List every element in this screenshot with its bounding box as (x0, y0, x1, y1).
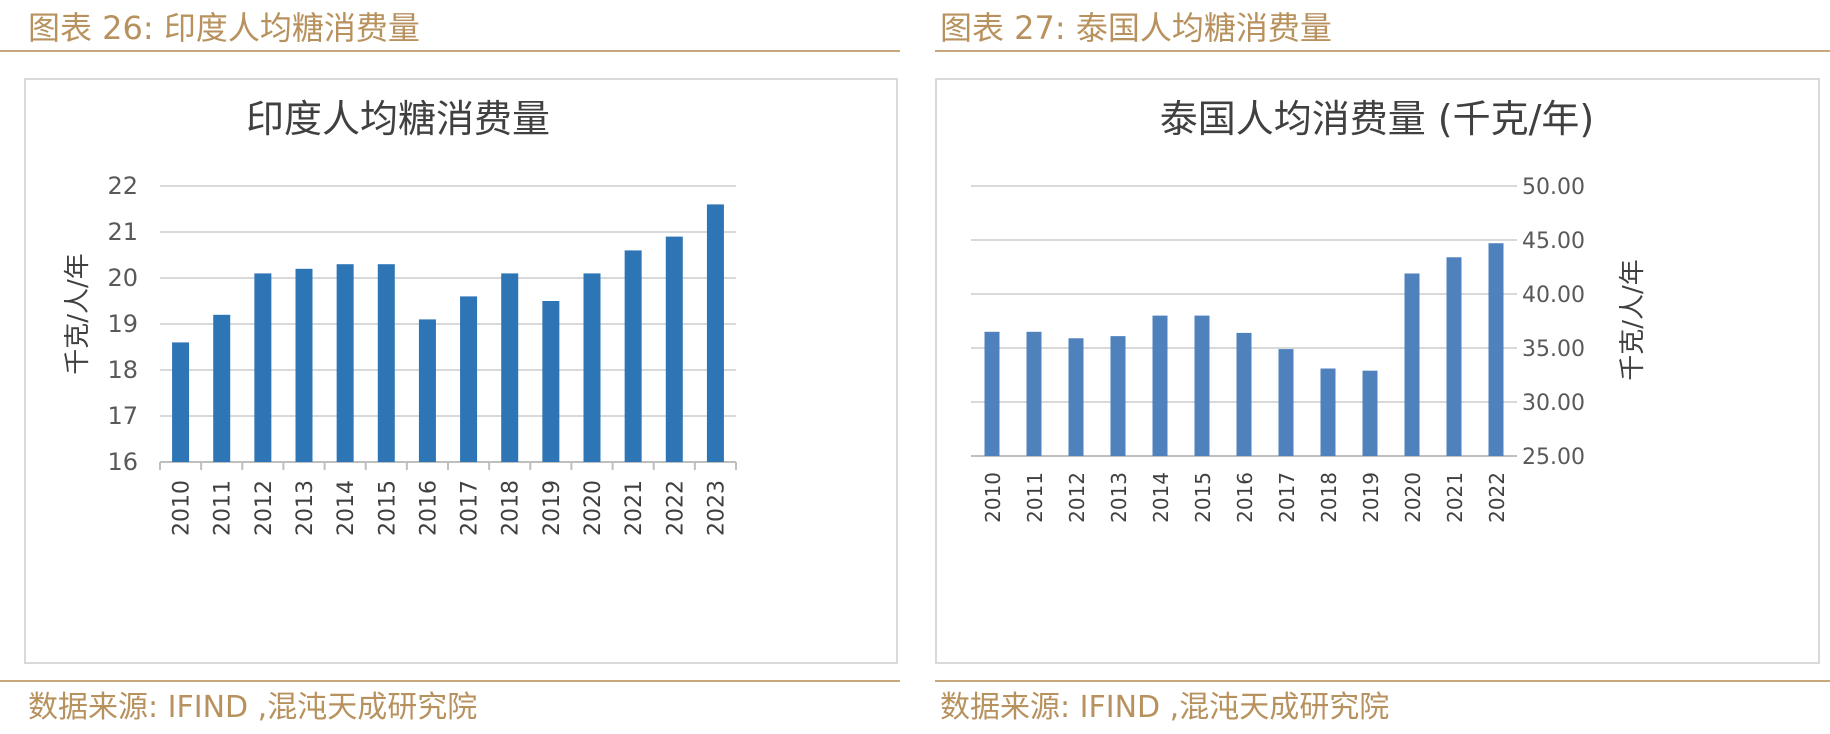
chart-title: 泰国人均消费量 (千克/年) (1160, 97, 1595, 141)
bar-2014 (1152, 315, 1168, 456)
figure-26-caption: 图表 26: 印度人均糖消费量 (28, 9, 420, 47)
bar-2011 (1026, 331, 1042, 456)
bar-2022 (1488, 243, 1504, 456)
y-tick-label: 21 (107, 218, 138, 246)
bar-2013 (1110, 336, 1126, 456)
bar-2010 (172, 342, 190, 462)
bar-2022 (665, 236, 683, 462)
x-category-label: 2013 (1107, 472, 1131, 523)
x-category-label: 2010 (170, 480, 195, 536)
bar-2017 (460, 296, 478, 462)
x-category-label: 2023 (704, 480, 729, 536)
x-category-label: 2022 (663, 480, 688, 536)
y-tick-label: 17 (107, 402, 138, 430)
x-category-label: 2010 (981, 472, 1005, 523)
y-tick-label: 50.00 (1522, 175, 1585, 200)
x-category-label: 2017 (458, 480, 483, 536)
x-category-label: 2012 (252, 480, 277, 536)
thailand-sugar-chart: 泰国人均消费量 (千克/年) 25.00 30.00 35.00 40.00 45.00 5… (971, 97, 1648, 523)
bar-2020 (1404, 273, 1420, 456)
x-category-label: 2019 (1359, 472, 1383, 523)
source-note-right: 数据来源: IFIND ,混沌天成研究院 (940, 690, 1390, 725)
source-note-left: 数据来源: IFIND ,混沌天成研究院 (28, 690, 478, 725)
y-axis-title: 千克/人/年 (1618, 259, 1648, 381)
figure-27-caption: 图表 27: 泰国人均糖消费量 (940, 9, 1332, 47)
chart-title: 印度人均糖消费量 (246, 97, 550, 141)
bar-2012 (1068, 338, 1084, 456)
x-category-label: 2011 (211, 480, 236, 536)
y-tick-label: 25.00 (1522, 445, 1585, 470)
bar-2023 (706, 204, 724, 462)
bar-2019 (1362, 370, 1378, 456)
x-category-label: 2018 (1317, 472, 1341, 523)
x-category-label: 2017 (1275, 472, 1299, 523)
y-tick-label: 20 (107, 264, 138, 292)
x-category-label: 2014 (334, 480, 359, 536)
y-tick-label: 18 (107, 356, 138, 384)
x-category-label: 2019 (540, 480, 565, 536)
x-category-label: 2015 (1191, 472, 1215, 523)
y-axis-title: 千克/人/年 (63, 253, 93, 375)
bar-2013 (295, 268, 313, 462)
y-tick-label: 45.00 (1522, 229, 1585, 254)
y-tick-label: 22 (107, 172, 138, 200)
x-category-label: 2011 (1023, 472, 1047, 523)
x-category-label: 2020 (1401, 472, 1425, 523)
bar-2015 (377, 264, 395, 462)
bar-2011 (213, 314, 231, 462)
source-rule-right (935, 680, 1830, 682)
bar-2018 (501, 273, 519, 462)
bar-2014 (336, 264, 354, 462)
bar-2017 (1278, 349, 1294, 456)
y-tick-label: 30.00 (1522, 391, 1585, 416)
bar-2012 (254, 273, 272, 462)
bar-2018 (1320, 368, 1336, 456)
x-category-label: 2014 (1149, 472, 1173, 523)
india-chart-panel: 印度人均糖消费量 16 17 18 19 20 21 22 2010 2011 2012 2013 20… (24, 78, 898, 664)
bar-2015 (1194, 315, 1210, 456)
bar-2016 (418, 319, 436, 462)
bar-2020 (583, 273, 601, 462)
bar-2016 (1236, 332, 1252, 456)
y-tick-label: 19 (107, 310, 138, 338)
x-category-label: 2018 (499, 480, 524, 536)
caption-rule-left (0, 50, 900, 52)
thailand-chart-panel: 泰国人均消费量 (千克/年) 25.00 30.00 35.00 40.00 45.00 5… (935, 78, 1820, 664)
x-category-label: 2015 (375, 480, 400, 536)
y-tick-label: 16 (107, 448, 138, 476)
x-category-label: 2016 (416, 480, 441, 536)
x-category-label: 2020 (581, 480, 606, 536)
source-rule-left (0, 680, 900, 682)
bar-2021 (1446, 257, 1462, 456)
x-category-label: 2021 (622, 480, 647, 536)
y-tick-label: 40.00 (1522, 283, 1585, 308)
y-tick-label: 35.00 (1522, 337, 1585, 362)
bar-2019 (542, 301, 560, 462)
bar-2021 (624, 250, 642, 462)
x-category-label: 2013 (293, 480, 318, 536)
x-category-label: 2016 (1233, 472, 1257, 523)
x-category-label: 2021 (1443, 472, 1467, 523)
x-category-label: 2022 (1485, 472, 1509, 523)
caption-rule-right (935, 50, 1830, 52)
x-category-label: 2012 (1065, 472, 1089, 523)
bar-2010 (984, 331, 1000, 456)
